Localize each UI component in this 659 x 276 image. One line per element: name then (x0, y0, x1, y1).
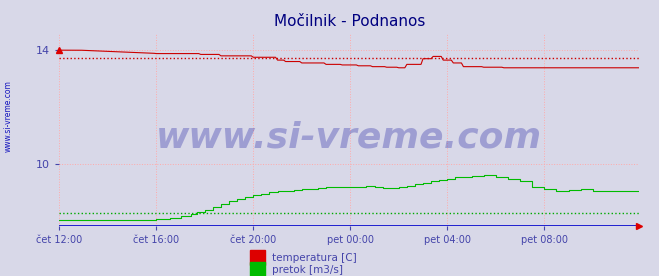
Text: www.si-vreme.com: www.si-vreme.com (4, 80, 13, 152)
Text: pretok [m3/s]: pretok [m3/s] (272, 265, 343, 275)
Title: Močilnik - Podnanos: Močilnik - Podnanos (273, 14, 425, 29)
Text: www.si-vreme.com: www.si-vreme.com (156, 120, 542, 155)
Text: temperatura [C]: temperatura [C] (272, 253, 357, 263)
